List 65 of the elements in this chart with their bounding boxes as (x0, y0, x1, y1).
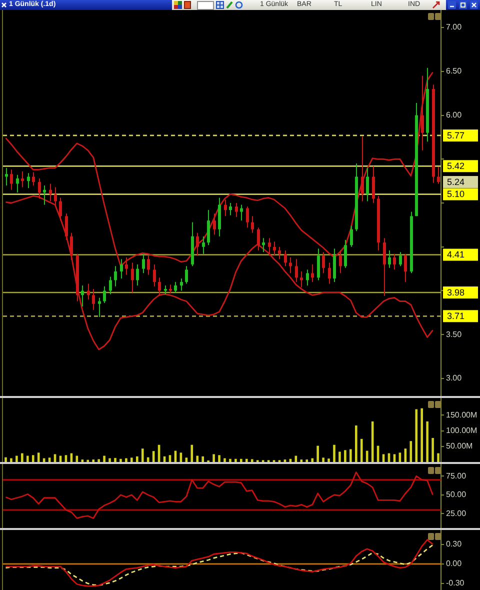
ref-line-label: 3.98 (447, 287, 465, 298)
ref-line-label: 5.42 (447, 161, 465, 172)
bar (316, 446, 319, 462)
bar (410, 441, 412, 462)
y-tick-label: 0.00 (446, 559, 462, 568)
bar (240, 458, 242, 462)
bar (350, 449, 352, 462)
y-tick-label: 3.50 (446, 330, 462, 339)
y-tick-label: 75.00 (446, 471, 467, 480)
bar (136, 456, 138, 462)
bar (103, 456, 106, 462)
bar (32, 455, 34, 462)
bar (114, 458, 116, 462)
bar (437, 453, 440, 462)
y-tick-label: 7.00 (446, 22, 462, 32)
bar (4, 457, 7, 462)
bar (354, 425, 358, 462)
bar (344, 450, 346, 462)
bar (130, 458, 133, 462)
bar (26, 456, 29, 462)
text: 5.24 (447, 176, 465, 187)
y-tick-label: 25.00 (446, 508, 467, 518)
bar (224, 458, 226, 462)
bar (250, 459, 254, 462)
bar (328, 458, 330, 462)
y-tick-label: 6.00 (446, 110, 462, 120)
bar (415, 409, 418, 462)
bar (21, 453, 24, 462)
bar (420, 408, 423, 462)
bar (10, 458, 12, 462)
bar (120, 458, 122, 462)
ref-line-label: 4.41 (447, 250, 465, 260)
bar (108, 458, 111, 462)
bar (185, 458, 188, 462)
bar (234, 458, 237, 462)
bar (333, 444, 336, 462)
bar (16, 456, 18, 462)
bar (202, 456, 204, 462)
y-tick-label: 0.30 (446, 540, 462, 549)
bar (196, 456, 199, 462)
bar (432, 438, 434, 462)
bar (212, 454, 215, 462)
bar (360, 438, 363, 462)
bar (229, 458, 232, 462)
bar (190, 444, 194, 462)
y-tick-label: 3.00 (446, 374, 462, 383)
bar (98, 459, 100, 462)
bar (322, 458, 324, 462)
ref-line-label: 3.71 (447, 311, 465, 322)
bar (338, 452, 341, 462)
ref-line-label: 5.10 (447, 189, 465, 200)
bar (48, 458, 51, 462)
bar (218, 455, 220, 462)
bar (125, 458, 128, 462)
y-tick-label: 50.00M (446, 442, 474, 451)
bar (141, 448, 144, 462)
bar (426, 421, 428, 462)
y-tick-label: 6.50 (446, 66, 462, 76)
y-tick-label: 50.00 (446, 490, 467, 500)
bar (311, 458, 314, 462)
ref-line-label: 5.77 (447, 130, 465, 140)
y-tick-label: -0.30 (446, 578, 465, 588)
y-tick-label: 150.00M (446, 410, 478, 420)
bar (245, 458, 248, 462)
y-tick-label: 100.00M (446, 426, 478, 435)
